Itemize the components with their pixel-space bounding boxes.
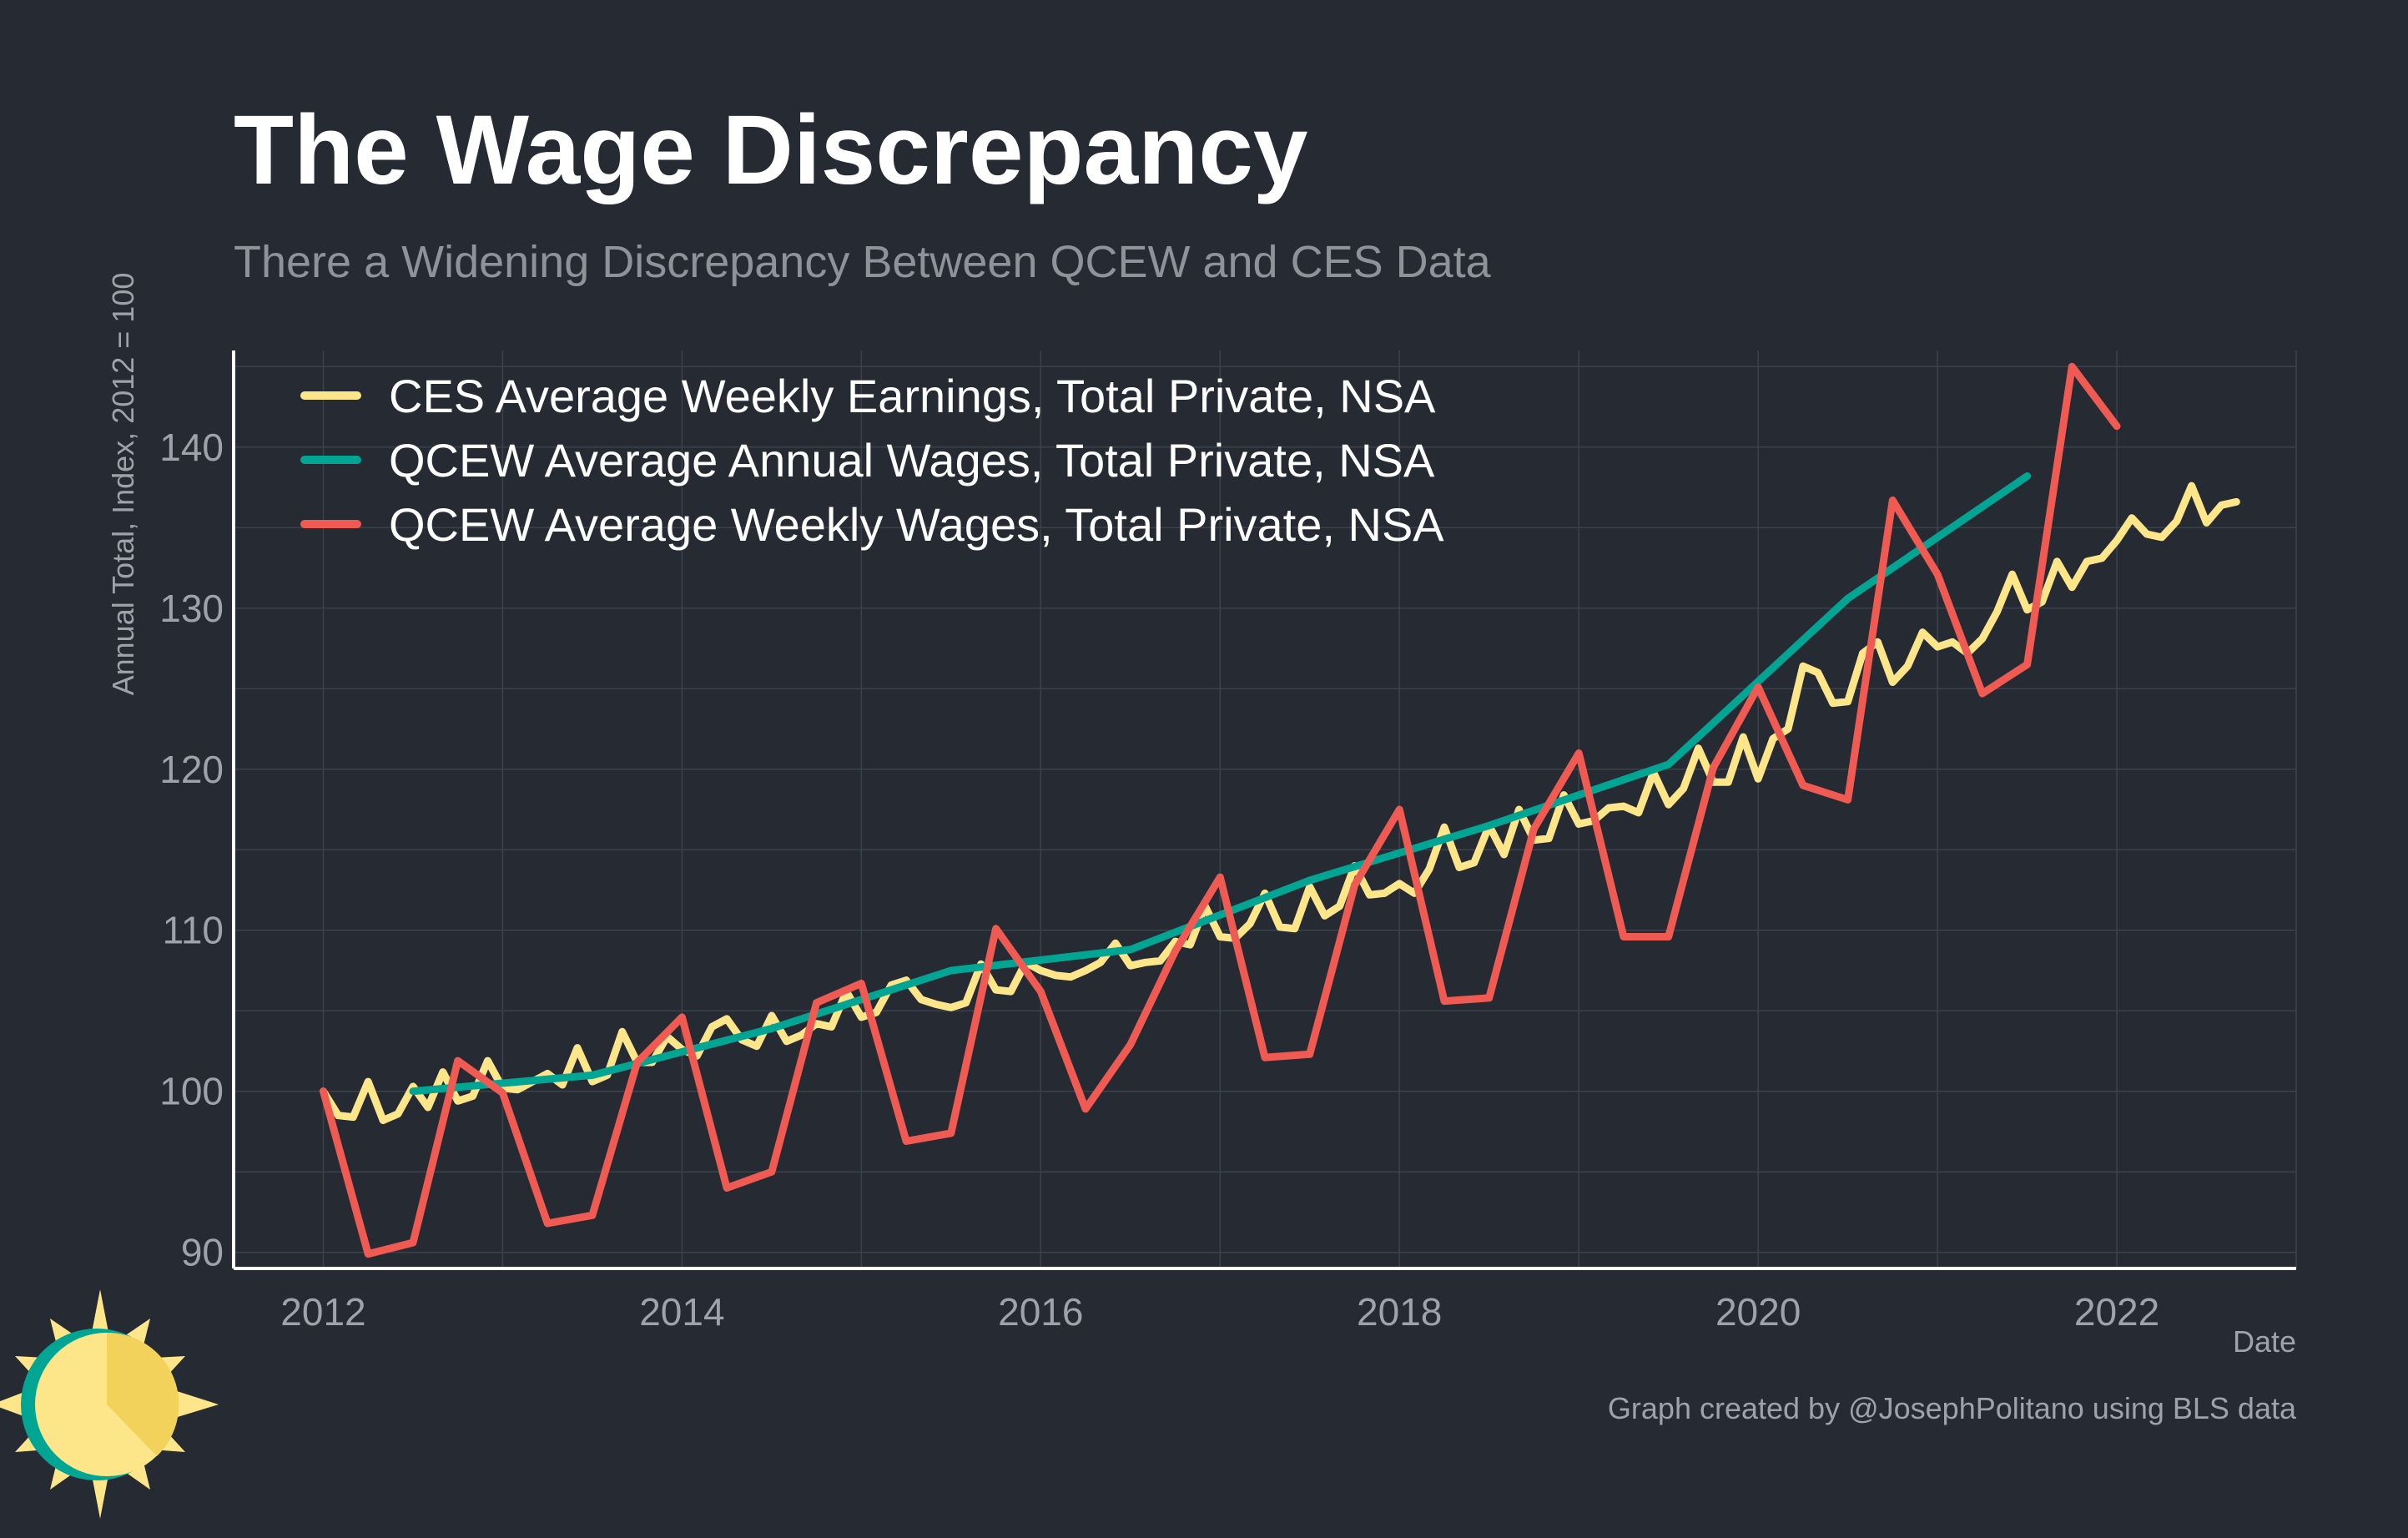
x-tick-label: 2014 — [639, 1290, 724, 1334]
legend-label: QCEW Average Annual Wages, Total Private… — [389, 434, 1435, 487]
y-tick-label: 130 — [159, 587, 224, 630]
chart-caption: Graph created by @JosephPolitano using B… — [1608, 1391, 2297, 1425]
x-tick-label: 2012 — [280, 1290, 365, 1334]
y-tick-label: 90 — [181, 1231, 224, 1274]
series-line-2 — [409, 472, 2032, 1096]
y-tick-label: 100 — [159, 1070, 224, 1113]
sun-logo-icon — [0, 1289, 219, 1519]
series-line-3 — [320, 362, 2121, 1258]
x-tick-label: 2020 — [1715, 1290, 1801, 1334]
x-tick-label: 2016 — [998, 1290, 1083, 1334]
x-axis-label: Date — [2233, 1324, 2296, 1359]
y-tick-label: 110 — [163, 909, 224, 952]
y-tick-label: 140 — [159, 426, 224, 469]
y-axis-label: Annual Total, Index, 2012 = 100 — [106, 273, 140, 696]
legend-label: QCEW Average Weekly Wages, Total Private… — [389, 498, 1444, 551]
x-tick-label: 2018 — [1357, 1290, 1442, 1334]
legend-label: CES Average Weekly Earnings, Total Priva… — [389, 370, 1436, 422]
gridlines — [234, 350, 2297, 1268]
chart-subtitle: There a Widening Discrepancy Between QCE… — [234, 237, 1492, 287]
series-lines — [320, 362, 2240, 1258]
tick-labels: 2012 2014 2016 2018 2020 2022 90 100 110 120 130 14… — [159, 426, 2159, 1334]
axes — [232, 350, 2296, 1270]
chart-title: The Wage Discrepancy — [234, 95, 1308, 205]
legend: CES Average Weekly Earnings, Total Priva… — [300, 370, 1444, 551]
y-tick-label: 120 — [159, 748, 224, 791]
x-tick-label: 2022 — [2074, 1290, 2159, 1334]
